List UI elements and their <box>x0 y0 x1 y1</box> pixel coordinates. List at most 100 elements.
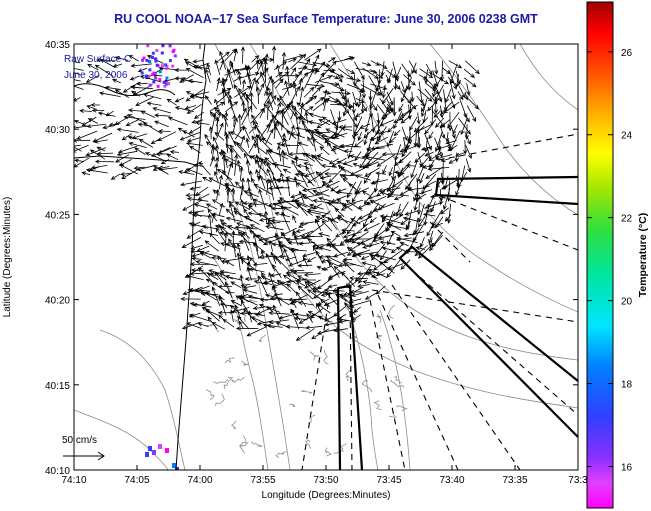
current-vector <box>285 177 291 197</box>
current-vector <box>385 74 391 84</box>
current-vector <box>293 176 298 188</box>
colorbar-tick-label: 24 <box>621 131 633 142</box>
current-vector <box>249 191 257 208</box>
current-vector <box>307 289 321 300</box>
current-vector <box>369 136 380 141</box>
bathymetry-fragment <box>275 450 287 459</box>
current-vector <box>374 136 388 145</box>
current-vector <box>251 55 260 63</box>
current-vector <box>290 104 306 121</box>
current-vector <box>140 110 156 118</box>
sst-pixel <box>168 59 172 63</box>
current-vector <box>290 67 297 76</box>
current-vector <box>407 70 412 91</box>
current-vector <box>243 308 258 323</box>
current-vector <box>279 197 299 209</box>
current-vector <box>186 196 209 202</box>
current-vector <box>361 190 370 196</box>
current-vector <box>74 144 81 149</box>
coastline <box>74 44 207 470</box>
current-vector <box>229 144 242 159</box>
current-vector <box>286 273 299 281</box>
current-vector <box>213 106 229 121</box>
current-vector <box>433 96 439 115</box>
current-vector <box>290 308 300 330</box>
current-vector <box>338 91 346 101</box>
bathymetry-fragment <box>224 356 235 364</box>
current-vector <box>328 95 340 102</box>
current-vector <box>367 194 380 200</box>
current-vector <box>327 216 338 230</box>
current-vector <box>298 71 309 85</box>
x-tick-label: 74:00 <box>187 475 212 486</box>
current-vector <box>347 137 356 159</box>
current-vector <box>378 261 395 274</box>
current-vector <box>354 84 364 94</box>
current-vector <box>301 119 314 139</box>
current-vector <box>273 102 282 124</box>
current-vector <box>259 174 266 190</box>
sst-pixel <box>165 76 169 80</box>
current-vector <box>318 232 330 237</box>
current-vector <box>369 88 378 110</box>
current-vector <box>194 186 209 197</box>
current-vector <box>260 275 281 285</box>
current-vector <box>263 281 273 286</box>
current-vector <box>174 97 185 103</box>
current-vector <box>233 207 244 217</box>
current-vector <box>407 187 426 192</box>
current-vector <box>346 181 357 199</box>
colorbar-ticks: 26 24 22 20 18 16 <box>587 48 633 474</box>
current-vector <box>212 189 221 196</box>
current-vector <box>366 271 378 280</box>
current-vector <box>378 63 388 70</box>
current-vector <box>246 326 267 337</box>
current-vector <box>298 77 304 89</box>
current-vector <box>293 230 314 239</box>
current-vector <box>428 131 434 140</box>
sst-pixel <box>146 44 150 48</box>
current-vector <box>94 159 115 164</box>
current-vector <box>320 291 340 297</box>
current-vector <box>258 275 268 294</box>
current-vector <box>233 84 245 103</box>
current-vector <box>361 62 372 67</box>
current-vector <box>114 56 129 61</box>
current-vector <box>217 255 225 265</box>
current-vector <box>76 130 98 140</box>
current-vector <box>182 130 195 138</box>
current-vector <box>297 285 314 300</box>
current-vector <box>185 68 204 79</box>
current-vector <box>231 187 236 203</box>
current-vector <box>234 225 258 230</box>
current-vector <box>466 105 477 122</box>
current-vector <box>344 239 356 244</box>
current-vector <box>342 231 362 239</box>
current-vector <box>197 322 209 328</box>
current-vector <box>463 68 476 78</box>
current-vector <box>352 74 357 87</box>
current-vector <box>463 112 470 123</box>
current-vector <box>270 78 275 98</box>
current-vector <box>79 108 93 113</box>
current-vector <box>316 119 331 129</box>
current-vector <box>216 51 230 63</box>
bathymetry-fragment <box>239 435 247 447</box>
current-vector <box>179 74 194 83</box>
current-vector <box>379 214 394 219</box>
x-tick-label: 73:50 <box>313 475 338 486</box>
sst-pixel <box>173 54 177 58</box>
current-vector <box>388 167 393 177</box>
current-vector <box>393 195 404 201</box>
current-vector <box>233 211 253 222</box>
current-vector <box>214 59 221 76</box>
current-vector <box>325 255 345 266</box>
current-vector <box>190 268 204 273</box>
current-vector <box>154 120 169 128</box>
current-vector <box>186 168 203 176</box>
current-vector <box>297 263 313 268</box>
current-vector <box>357 202 370 210</box>
current-vector <box>334 207 345 218</box>
current-vector <box>340 228 355 233</box>
bathymetry-fragment <box>289 403 296 408</box>
